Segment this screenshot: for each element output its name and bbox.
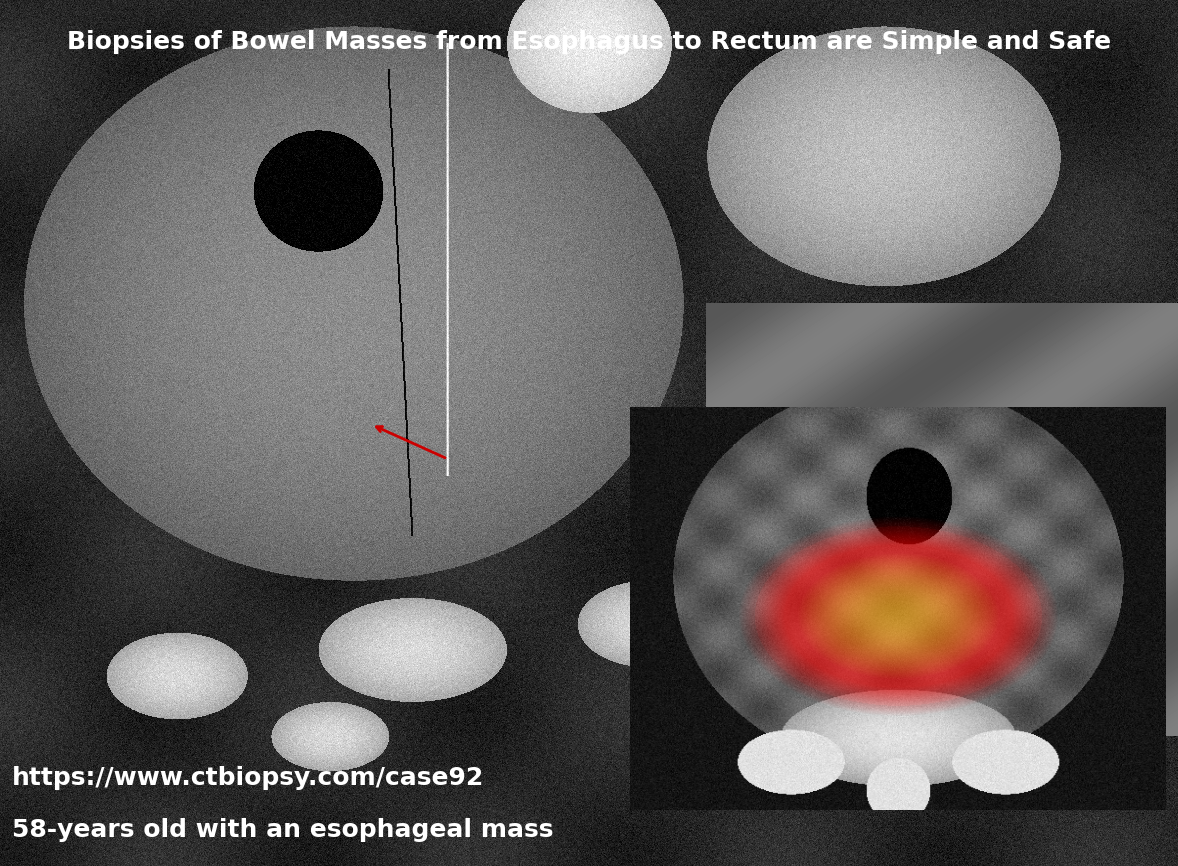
Text: https://www.ctbiopsy.com/case92: https://www.ctbiopsy.com/case92: [12, 766, 484, 791]
Text: Biopsies of Bowel Masses from Esophagus to Rectum are Simple and Safe: Biopsies of Bowel Masses from Esophagus …: [67, 30, 1111, 55]
Text: 58-years old with an esophageal mass: 58-years old with an esophageal mass: [12, 818, 554, 843]
